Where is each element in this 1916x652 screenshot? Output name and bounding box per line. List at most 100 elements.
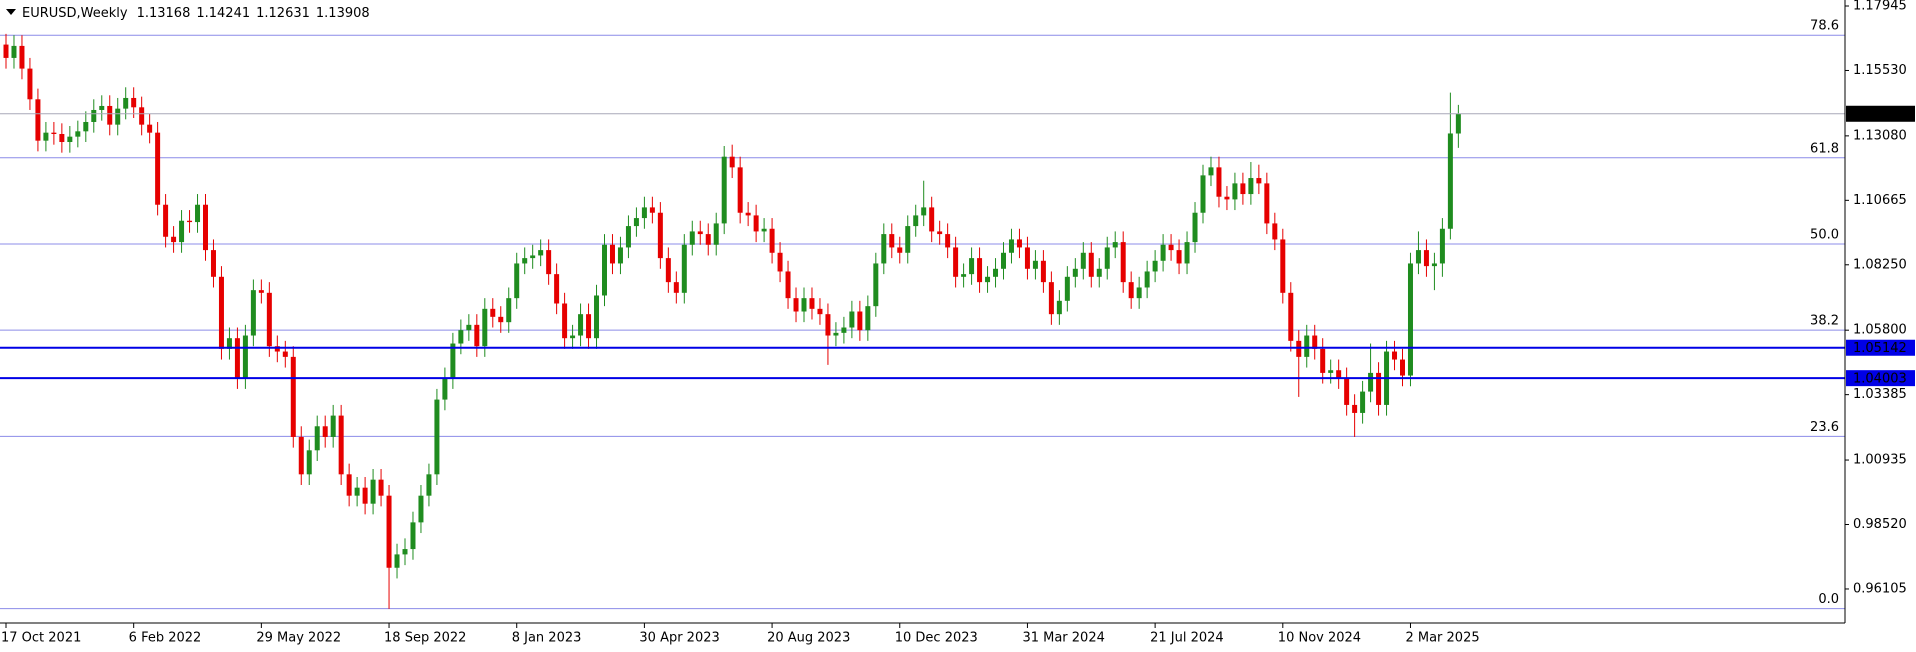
candle-body bbox=[785, 271, 791, 299]
candle-body bbox=[226, 338, 232, 349]
candle-body bbox=[394, 554, 400, 568]
candle-body bbox=[1447, 133, 1453, 229]
candle-body bbox=[266, 292, 272, 347]
fib-label: 23.6 bbox=[1810, 420, 1839, 435]
candle-body bbox=[1256, 178, 1262, 184]
candle-body bbox=[1008, 239, 1014, 253]
candle-body bbox=[609, 244, 615, 264]
candle-body bbox=[163, 204, 169, 237]
candle-body bbox=[657, 212, 663, 259]
candle-body bbox=[11, 45, 17, 58]
candle-body bbox=[322, 426, 328, 437]
candle-body bbox=[506, 298, 512, 323]
candle-body bbox=[865, 306, 871, 331]
candle-body bbox=[210, 250, 216, 277]
candle-body bbox=[1320, 348, 1326, 373]
candle-body bbox=[107, 105, 113, 125]
candle-body bbox=[873, 263, 879, 307]
fib-label: 0.0 bbox=[1818, 592, 1839, 607]
candle-body bbox=[1240, 183, 1246, 195]
y-tick-label: 1.03385 bbox=[1853, 387, 1907, 402]
candle-body bbox=[1439, 228, 1445, 264]
candle-body bbox=[713, 223, 719, 245]
candle-body bbox=[450, 343, 456, 379]
candle-body bbox=[35, 99, 41, 141]
candle-body bbox=[570, 335, 576, 339]
candle-body bbox=[689, 231, 695, 245]
candle-body bbox=[43, 132, 49, 141]
last-price-tag bbox=[1846, 105, 1915, 122]
candle-body bbox=[905, 226, 911, 253]
candle-body bbox=[665, 258, 671, 283]
candle-body bbox=[1152, 260, 1158, 272]
candle-body bbox=[123, 97, 129, 109]
x-tick-label: 31 Mar 2024 bbox=[1022, 631, 1104, 646]
candle-body bbox=[1272, 223, 1278, 240]
candle-body bbox=[1224, 196, 1230, 200]
candle-body bbox=[1001, 252, 1006, 269]
level-tag bbox=[1846, 370, 1915, 387]
candle-body bbox=[362, 487, 368, 504]
y-tick-label: 1.17945 bbox=[1853, 0, 1907, 14]
candle-body bbox=[426, 474, 432, 496]
candle-body bbox=[673, 282, 679, 293]
candle-body bbox=[1344, 378, 1350, 405]
candle-body bbox=[1112, 242, 1118, 248]
fib-label: 38.2 bbox=[1810, 314, 1839, 329]
symbol: EURUSD,Weekly bbox=[22, 6, 128, 21]
candle-body bbox=[881, 234, 887, 264]
candle-body bbox=[1216, 167, 1222, 197]
candle-body bbox=[1232, 183, 1238, 200]
candle-body bbox=[817, 308, 823, 315]
candle-body bbox=[490, 308, 496, 317]
candle-body bbox=[466, 324, 472, 331]
plot-area: 78.6 61.8 50.0 38.2 23.6 0.0 bbox=[0, 19, 1845, 610]
candle-body bbox=[290, 356, 296, 437]
candle-body bbox=[274, 346, 280, 352]
candle-body bbox=[354, 487, 360, 496]
candle-body bbox=[1248, 178, 1254, 195]
candle-body bbox=[745, 212, 751, 216]
y-tick-label: 0.96105 bbox=[1853, 581, 1907, 596]
candle-body bbox=[1368, 372, 1374, 392]
candle-body bbox=[1352, 404, 1358, 413]
candle-body bbox=[769, 228, 775, 253]
candle-body bbox=[1407, 263, 1413, 376]
candle-body bbox=[1040, 260, 1046, 283]
candle-body bbox=[1264, 183, 1270, 224]
candle-body bbox=[1288, 292, 1294, 341]
candle-body bbox=[889, 234, 895, 248]
menu-triangle[interactable] bbox=[6, 9, 16, 15]
candle-body bbox=[953, 247, 959, 277]
candle-body bbox=[649, 207, 655, 213]
candle-body bbox=[234, 338, 240, 379]
x-tick-label: 2 Mar 2025 bbox=[1405, 631, 1479, 646]
candle-body bbox=[625, 226, 631, 248]
candle-body bbox=[761, 228, 767, 232]
candle-body bbox=[1104, 247, 1110, 269]
y-tick-label: 1.05800 bbox=[1853, 323, 1907, 338]
candle-body bbox=[1415, 250, 1421, 264]
candle-body bbox=[977, 258, 983, 283]
candle-body bbox=[410, 522, 416, 550]
candle-body bbox=[961, 274, 967, 277]
candle-body bbox=[1431, 263, 1437, 267]
candle-body bbox=[3, 44, 9, 58]
candle-body bbox=[139, 107, 145, 125]
candle-body bbox=[1304, 335, 1310, 357]
candle-body bbox=[1088, 252, 1094, 277]
candle-body bbox=[849, 311, 855, 328]
candle-body bbox=[1423, 250, 1429, 267]
candle-body bbox=[1392, 351, 1398, 360]
candle-body bbox=[1455, 113, 1461, 134]
candle-body bbox=[1080, 252, 1086, 269]
candle-body bbox=[474, 324, 480, 347]
fib-label: 61.8 bbox=[1810, 141, 1839, 156]
candle-body bbox=[83, 121, 89, 132]
candle-body bbox=[346, 474, 352, 496]
candle-body bbox=[51, 132, 57, 134]
y-tick-label: 0.98520 bbox=[1853, 517, 1907, 532]
candle-body bbox=[1336, 370, 1342, 379]
